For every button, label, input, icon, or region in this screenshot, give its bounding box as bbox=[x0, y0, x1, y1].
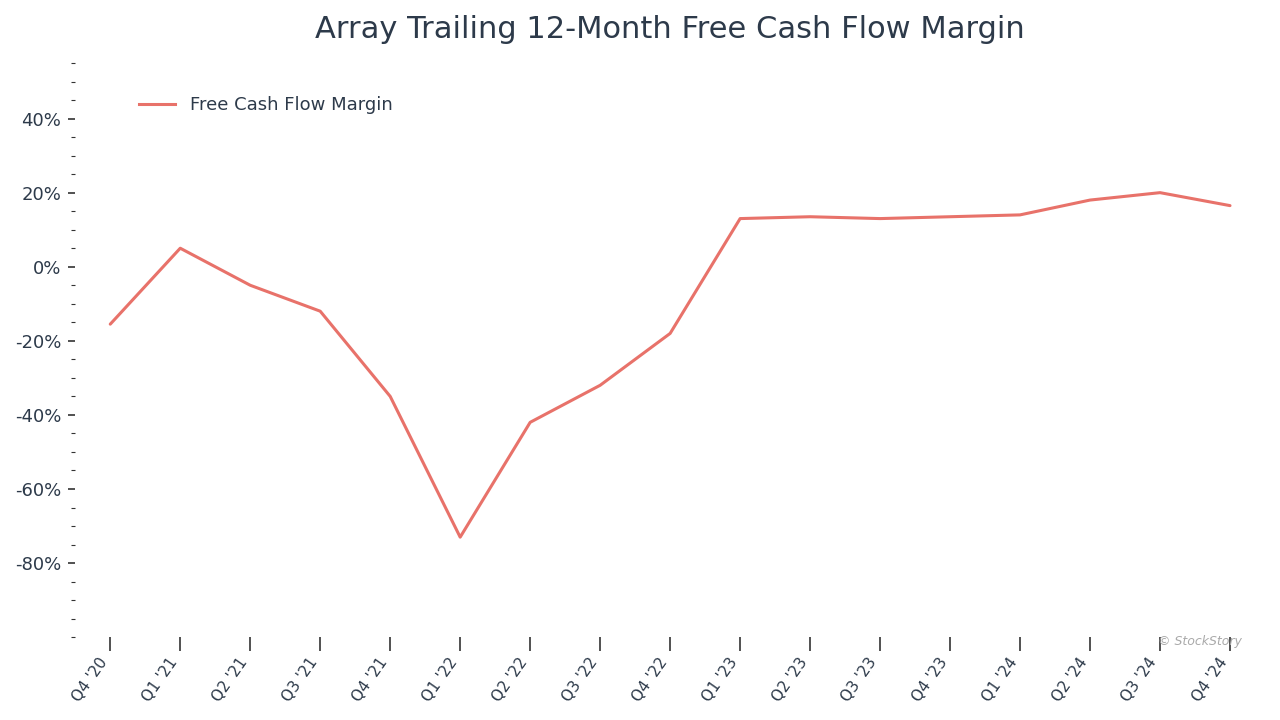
Title: Array Trailing 12-Month Free Cash Flow Margin: Array Trailing 12-Month Free Cash Flow M… bbox=[315, 15, 1025, 44]
Text: © StockStory: © StockStory bbox=[1157, 635, 1242, 648]
Legend: Free Cash Flow Margin: Free Cash Flow Margin bbox=[132, 89, 399, 122]
